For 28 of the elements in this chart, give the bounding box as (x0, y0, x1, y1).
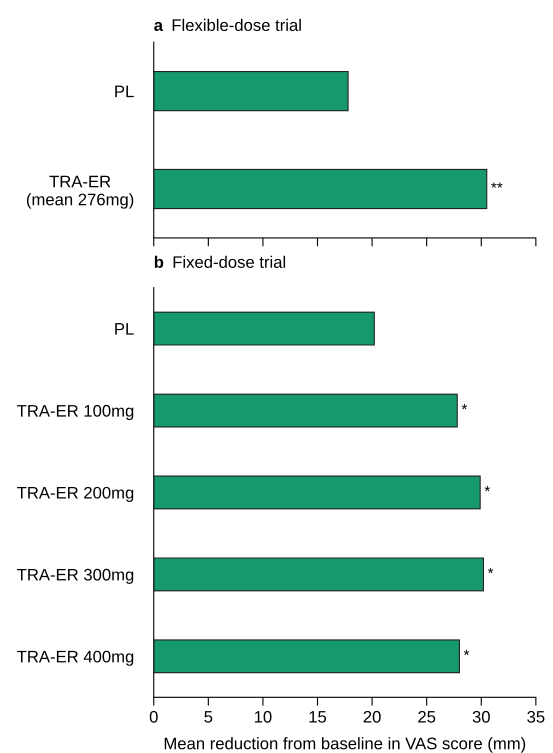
x-tick-label: 5 (204, 711, 212, 723)
chart-title: b Fixed-dose trial (154, 256, 286, 268)
annotation: * (464, 650, 470, 656)
x-tick-label: 0 (150, 710, 158, 723)
x-tick-label: 35 (527, 710, 544, 723)
bar (154, 476, 481, 510)
bar (154, 557, 484, 592)
y-tick-label: TRA-ER 400mg (17, 650, 134, 666)
y-tick-label: TRA-ER 100mg (17, 404, 134, 420)
annotation: * (462, 404, 468, 410)
y-tick-label: PL (115, 323, 134, 335)
annotation: * (488, 568, 494, 574)
x-tick-label: 10 (254, 710, 272, 723)
annotation: ** (491, 182, 503, 188)
x-tick-label: 20 (364, 710, 381, 723)
bar (154, 394, 458, 428)
y-tick-label: TRA-ER (mean 276mg) (26, 176, 134, 209)
bar (154, 639, 460, 674)
x-axis-title: Mean reduction from baseline in VAS score (mm) (164, 737, 526, 753)
x-tick-label: 30 (472, 710, 490, 723)
bar (154, 312, 375, 346)
chart-title: a Flexible-dose trial (154, 18, 301, 32)
x-tick-label: 15 (310, 711, 326, 723)
x-tick-label: 25 (418, 710, 436, 723)
y-tick-label: TRA-ER 300mg (17, 568, 134, 584)
y-tick-label: PL (115, 86, 134, 98)
annotation: * (484, 486, 490, 492)
y-tick-label: TRA-ER 200mg (17, 486, 134, 502)
